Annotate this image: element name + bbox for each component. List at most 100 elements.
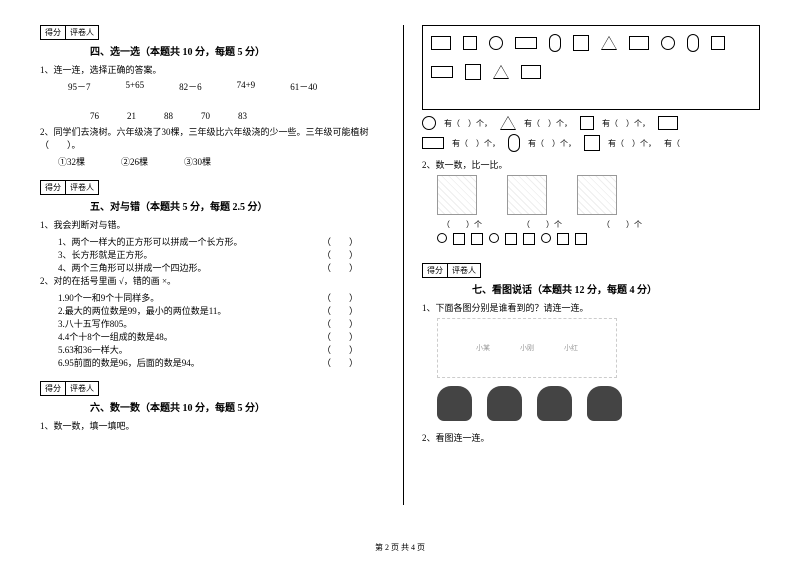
shape-count-row1: 有（ ）个， 有（ ）个， 有（ ）个，: [422, 116, 760, 130]
tf-paren: （ ）: [322, 248, 358, 261]
tf-text: 2.最大的两位数是99，最小的两位数是11。: [58, 304, 226, 317]
expr: 74+9: [237, 80, 256, 93]
q5-2: 2、对的在括号里画 √，错的画 ×。: [40, 274, 378, 287]
rect-icon: [431, 66, 453, 78]
q4-2-options: ①32棵 ②26棵 ③30棵: [58, 155, 378, 168]
expr: 82－6: [179, 80, 202, 93]
square-icon: [711, 36, 725, 50]
tf-item: 5.63和36一样大。（ ）: [58, 343, 378, 356]
tf-paren: （ ）: [322, 330, 358, 343]
q5-1: 1、我会判断对与错。: [40, 218, 378, 231]
right-column: 有（ ）个， 有（ ）个， 有（ ）个， 有（ ）个， 有（ ）个， 有（ ）个…: [403, 25, 760, 505]
score-box-5: 得分 评卷人: [40, 180, 99, 195]
num: 83: [238, 111, 247, 121]
tf-text: 1.90个一和9个十同样多。: [58, 291, 159, 304]
section-4-title: 四、选一选（本题共 10 分，每题 5 分）: [90, 43, 378, 58]
circle-icon: [541, 233, 551, 243]
count-label: 有（: [664, 138, 680, 149]
tf-paren: （ ）: [322, 317, 358, 330]
score-label: 得分: [423, 264, 448, 277]
child-name: 小刚: [520, 343, 534, 353]
cube-icon: [584, 135, 600, 151]
cuboid-icon: [521, 65, 541, 79]
tf-item: 3.八十五写作805。 （ ）: [58, 317, 378, 330]
circle-icon: [437, 233, 447, 243]
section-5-title: 五、对与错（本题共 5 分，每题 2.5 分）: [90, 198, 378, 213]
cuboid-icon: [658, 116, 678, 130]
square-icon: [580, 116, 594, 130]
triangle-icon: [493, 65, 509, 79]
tf-text: 4、两个三角形可以拼成一个四边形。: [58, 261, 207, 274]
tf-text: 3.八十五写作805。: [58, 317, 132, 330]
circle-icon: [489, 233, 499, 243]
count-label: 有（ ）个，: [602, 118, 650, 129]
dinosaur-icon: [487, 386, 522, 421]
cube-stacks: [437, 175, 760, 215]
cuboid-icon: [629, 36, 649, 50]
count-label: （ ）个: [522, 219, 562, 230]
circle-icon: [661, 36, 675, 50]
score-box-6: 得分 评卷人: [40, 381, 99, 396]
children-illustration: 小某 小刚 小红: [437, 318, 617, 378]
tf-item: 4.4个十8个一组成的数是48。（ ）: [58, 330, 378, 343]
triangle-icon: [601, 36, 617, 50]
shape-count-row2: 有（ ）个， 有（ ）个， 有（ ）个， 有（: [422, 134, 760, 152]
cylinder-icon: [687, 34, 699, 52]
tf-paren: （ ）: [322, 304, 358, 317]
tf-paren: （ ）: [322, 291, 358, 304]
tf-text: 1、两个一样大的正方形可以拼成一个长方形。: [58, 235, 243, 248]
count-label: 有（ ）个，: [444, 118, 492, 129]
tf-paren: （ ）: [322, 235, 358, 248]
count-label: 有（ ）个，: [608, 138, 656, 149]
count-label: 有（ ）个，: [452, 138, 500, 149]
dinosaur-icon: [587, 386, 622, 421]
tf-item: 1、两个一样大的正方形可以拼成一个长方形。 （ ）: [58, 235, 378, 248]
left-column: 得分 评卷人 四、选一选（本题共 10 分，每题 5 分） 1、连一连，选择正确…: [40, 25, 378, 505]
tf-item: 2.最大的两位数是99，最小的两位数是11。 （ ）: [58, 304, 378, 317]
square-icon: [463, 36, 477, 50]
q6-2: 2、数一数，比一比。: [422, 158, 760, 171]
tf-text: 5.63和36一样大。: [58, 343, 128, 356]
q4-1-row2: 76 21 88 70 83: [90, 111, 378, 121]
reviewer-label: 评卷人: [448, 264, 480, 277]
cube-stack-icon: [437, 175, 477, 215]
score-label: 得分: [41, 26, 66, 39]
square-icon: [453, 233, 465, 245]
section-7-title: 七、看图说话（本题共 12 分，每题 4 分）: [472, 281, 760, 296]
score-box-4: 得分 评卷人: [40, 25, 99, 40]
cube-count-labels: （ ）个 （ ）个 （ ）个: [442, 219, 760, 230]
reviewer-label: 评卷人: [66, 26, 98, 39]
cuboid-icon: [431, 36, 451, 50]
q4-1-row1: 95－7 5+65 82－6 74+9 61－40: [68, 80, 378, 93]
compare-shapes: [437, 233, 760, 245]
num: 21: [127, 111, 136, 121]
square-icon: [523, 233, 535, 245]
dinosaur-icon: [537, 386, 572, 421]
section-6-title: 六、数一数（本题共 10 分，每题 5 分）: [90, 399, 378, 414]
q7-1: 1、下面各图分别是谁看到的？请连一连。: [422, 301, 760, 314]
reviewer-label: 评卷人: [66, 382, 98, 395]
child-name: 小某: [476, 343, 490, 353]
count-label: （ ）个: [442, 219, 482, 230]
reviewer-label: 评卷人: [66, 181, 98, 194]
cube-icon: [573, 35, 589, 51]
count-label: （ ）个: [602, 219, 642, 230]
cube-stack-icon: [507, 175, 547, 215]
shapes-display-box: [422, 25, 760, 110]
expr: 61－40: [290, 80, 317, 93]
page-footer: 第 2 页 共 4 页: [0, 542, 800, 553]
dinosaur-icon: [437, 386, 472, 421]
tf-item: 1.90个一和9个十同样多。 （ ）: [58, 291, 378, 304]
count-label: 有（ ）个，: [524, 118, 572, 129]
q4-2: 2、同学们去浇树。六年级浇了30棵，三年级比六年级浇的少一些。三年级可能植树（ …: [40, 125, 378, 151]
q4-1: 1、连一连，选择正确的答案。: [40, 63, 378, 76]
dinosaur-row: [437, 386, 760, 421]
triangle-icon: [500, 116, 516, 130]
q6-1: 1、数一数，填一填吧。: [40, 419, 378, 432]
cylinder-icon: [549, 34, 561, 52]
cube-stack-icon: [577, 175, 617, 215]
circle-icon: [422, 116, 436, 130]
tf-paren: （ ）: [322, 356, 358, 369]
square-icon: [557, 233, 569, 245]
circle-icon: [489, 36, 503, 50]
